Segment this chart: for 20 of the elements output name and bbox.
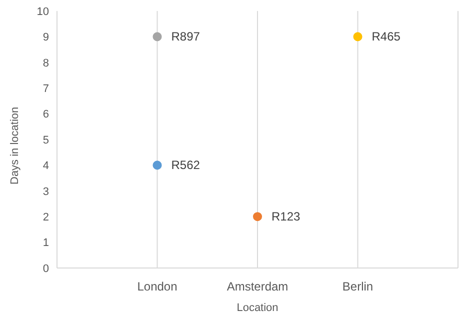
- y-tick-label: 9: [42, 32, 49, 44]
- y-tick-label: 5: [42, 134, 49, 146]
- y-tick-label: 8: [42, 57, 49, 70]
- x-axis-title: Location: [236, 302, 278, 314]
- y-tick-label: 3: [42, 186, 49, 198]
- series-label: R897: [171, 30, 200, 44]
- series-label: R123: [272, 210, 301, 224]
- y-tick-label: 2: [42, 212, 49, 224]
- y-axis-title: Days in location: [8, 106, 21, 184]
- x-tick-label: Berlin: [342, 280, 374, 294]
- y-tick-label: 0: [42, 262, 49, 275]
- series-label: R465: [372, 30, 401, 44]
- y-tick-label: 6: [42, 108, 49, 121]
- x-tick-label: London: [137, 280, 178, 294]
- y-tick-label: 7: [42, 83, 49, 96]
- y-tick-label: 10: [36, 6, 49, 18]
- y-tick-label: 1: [42, 237, 49, 250]
- y-tick-label: 4: [42, 160, 49, 172]
- x-tick-label: Amsterdam: [226, 280, 288, 294]
- series-label: R562: [171, 158, 200, 172]
